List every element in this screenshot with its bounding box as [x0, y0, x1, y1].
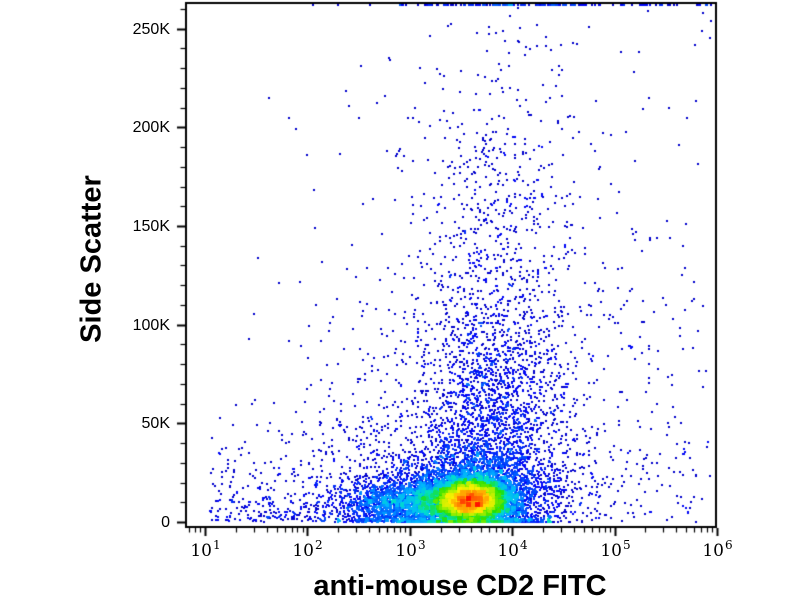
x-tick-base: 10	[600, 541, 622, 561]
x-tick-label: 101	[174, 538, 238, 565]
x-axis-title: anti-mouse CD2 FITC	[313, 570, 607, 600]
y-tick-label: 250K	[132, 20, 170, 38]
y-tick-label: 50K	[141, 414, 170, 432]
x-tick-label: 106	[686, 538, 750, 565]
x-tick-base: 10	[292, 541, 314, 561]
x-tick-exponent: 3	[418, 538, 426, 552]
x-tick-base: 10	[497, 541, 519, 561]
x-tick-label: 102	[276, 538, 340, 565]
y-axis-title: Side Scatter	[75, 175, 108, 343]
x-tick-exponent: 1	[213, 538, 221, 552]
x-tick-exponent: 2	[315, 538, 323, 552]
y-tick-label: 100K	[132, 316, 170, 334]
y-tick-label: 200K	[132, 118, 170, 136]
y-tick-label: 0	[161, 513, 170, 531]
y-tick-label: 150K	[132, 217, 170, 235]
x-tick-exponent: 6	[725, 538, 733, 552]
x-tick-base: 10	[190, 541, 212, 561]
x-tick-exponent: 5	[623, 538, 631, 552]
x-tick-exponent: 4	[520, 538, 528, 552]
x-tick-base: 10	[702, 541, 724, 561]
x-tick-label: 105	[584, 538, 648, 565]
x-tick-base: 10	[395, 541, 417, 561]
x-tick-label: 103	[379, 538, 443, 565]
x-tick-label: 104	[481, 538, 545, 565]
